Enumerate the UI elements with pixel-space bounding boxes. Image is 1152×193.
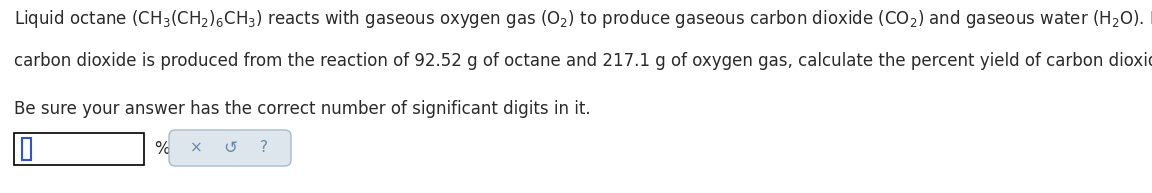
Text: Liquid octane $\left(\mathregular{CH_3(CH_2)_6CH_3}\right)$ reacts with gaseous : Liquid octane $\left(\mathregular{CH_3(C…: [14, 8, 1152, 30]
Text: %: %: [154, 140, 169, 158]
Text: ×: ×: [190, 141, 203, 156]
Text: ?: ?: [259, 141, 267, 156]
Text: ↺: ↺: [223, 139, 237, 157]
Text: Be sure your answer has the correct number of significant digits in it.: Be sure your answer has the correct numb…: [14, 100, 591, 118]
Bar: [22, 138, 31, 160]
Text: carbon dioxide is produced from the reaction of 92.52 g of octane and 217.1 g of: carbon dioxide is produced from the reac…: [14, 52, 1152, 70]
Bar: [14, 133, 144, 165]
FancyBboxPatch shape: [169, 130, 291, 166]
